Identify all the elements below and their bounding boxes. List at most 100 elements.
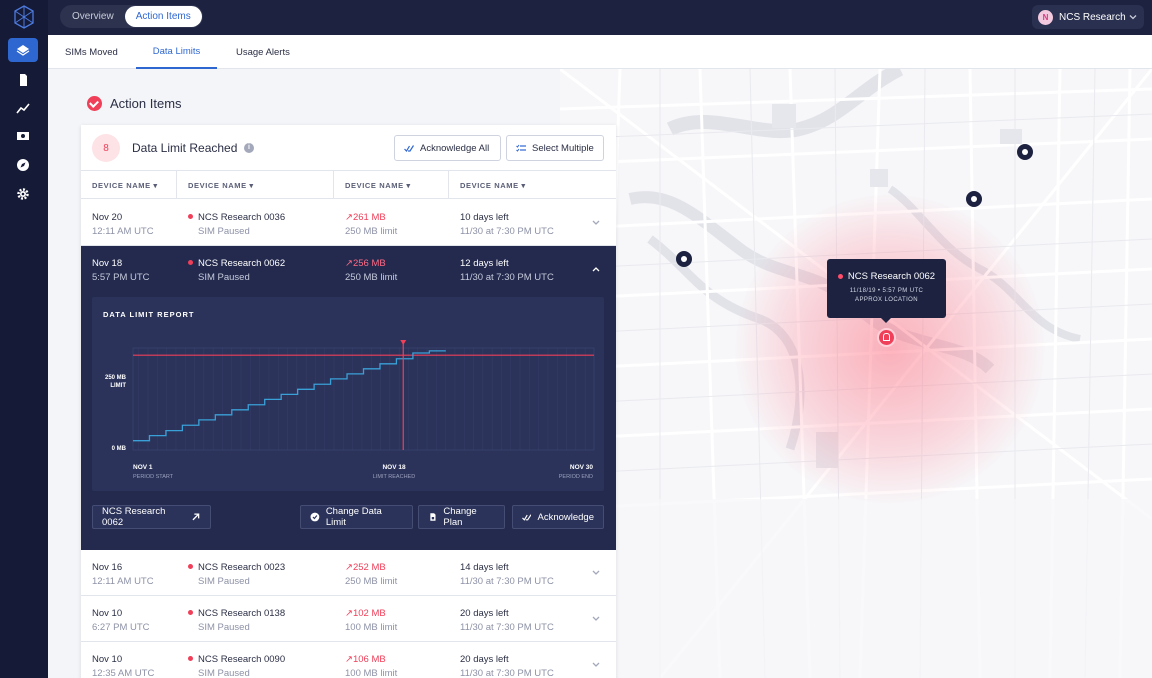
chevron-down-icon[interactable] [591,615,601,623]
x-tick-label: NOV 30 [570,464,594,471]
acknowledge-all-button[interactable]: Acknowledge All [394,135,501,161]
page-header: Action Items [87,96,182,111]
change-plan-button[interactable]: Change Plan [418,505,505,529]
row-date: Nov 10 [92,654,123,665]
sidebar-item-settings[interactable] [8,182,38,206]
row-limit: 100 MB limit [345,622,398,633]
row-until: 11/30 at 7:30 PM UTC [460,668,554,678]
location-tooltip: NCS Research 0062 11/18/19 • 5:57 PM UTC… [827,259,946,323]
row-date-cell: Nov 18 5:57 PM UTC [92,257,150,285]
table-row[interactable]: Nov 10 12:35 AM UTC NCS Research 0090 SIM … [81,642,616,678]
chevron-down-icon[interactable] [591,661,601,669]
tab-overview[interactable]: Overview [72,11,114,22]
device-link-button[interactable]: NCS Research 0062 [92,505,211,529]
table-row[interactable]: Nov 16 12:11 AM UTC NCS Research 0023 SIM … [81,550,616,596]
row-device: NCS Research 0036 [198,212,286,223]
info-icon[interactable]: i [244,143,254,153]
panel-header: 8 Data Limit Reached i Acknowledge All S… [81,125,616,171]
alert-dot [188,260,193,265]
check-circle-icon [310,512,320,522]
column-header[interactable]: DEVICE NAME ▾ [460,181,526,190]
row-days-left: 10 days left [460,212,509,223]
chevron-down-icon[interactable] [591,569,601,577]
sidebar-item-billing[interactable] [8,124,38,148]
avatar: N [1038,9,1053,25]
x-tick-label: NOV 18 [382,464,406,471]
select-multiple-button[interactable]: Select Multiple [506,135,604,161]
chevron-down-icon[interactable] [591,219,601,227]
row-time: 5:57 PM UTC [92,272,150,283]
column-header[interactable]: DEVICE NAME ▾ [92,181,158,190]
sidebar-item-usage[interactable] [8,96,38,120]
change-data-limit-label: Change Data Limit [325,506,382,528]
device-link-label: NCS Research 0062 [102,506,166,528]
row-days-left: 12 days left [460,258,509,269]
table-row-expanded[interactable]: Nov 18 5:57 PM UTC NCS Research 0062 SIM P… [81,246,616,292]
acknowledge-button[interactable]: Acknowledge [512,505,604,529]
account-switcher[interactable]: N NCS Research [1032,5,1144,29]
row-date: Nov 10 [92,608,123,619]
change-data-limit-button[interactable]: Change Data Limit [300,505,413,529]
subtab-sims-moved[interactable]: SIMs Moved [65,46,118,58]
usage-chart: 250 MB LIMIT 0 MB NOV 1 PERIOD START NOV… [105,340,595,480]
tooltip-device-name: NCS Research 0062 [847,271,936,282]
row-limit: 250 MB limit [345,576,398,587]
y-tick-label: LIMIT [110,383,126,389]
row-status: SIM Paused [198,668,250,678]
column-header[interactable]: DEVICE NAME ▾ [188,181,254,190]
map-pin[interactable] [966,191,982,207]
row-date: Nov 16 [92,562,123,573]
sidebar-item-sims[interactable] [8,68,38,92]
row-date: Nov 18 [92,258,123,269]
y-tick-label: 250 MB [105,375,127,381]
count-badge: 8 [92,134,120,162]
panel-title: Data Limit Reached [132,141,238,155]
usage-trend-icon: ↗ [345,608,353,619]
column-header[interactable]: DEVICE NAME ▾ [345,181,411,190]
row-days-left: 20 days left [460,608,509,619]
row-device: NCS Research 0138 [198,608,286,619]
sim-card-icon [20,74,27,86]
data-limit-panel: 8 Data Limit Reached i Acknowledge All S… [81,125,616,678]
row-limit: 250 MB limit [345,226,398,237]
change-plan-label: Change Plan [443,506,477,528]
sim-card-icon [430,513,436,521]
table-row[interactable]: Nov 10 6:27 PM UTC NCS Research 0138 SIM P… [81,596,616,642]
usage-trend-icon: ↗ [345,654,353,665]
usage-trend-icon: ↗ [345,258,353,269]
acknowledge-all-label: Acknowledge All [420,142,490,154]
row-time: 12:35 AM UTC [92,668,155,678]
tooltip-timestamp: 11/18/19 • 5:57 PM UTC [849,288,924,294]
subtab-data-limits[interactable]: Data Limits [136,35,217,69]
row-device-cell: NCS Research 0090 SIM Paused [188,653,285,678]
row-usage: 102 MB [352,608,386,619]
chevron-down-icon [1129,15,1137,20]
chevron-up-icon[interactable] [591,265,601,273]
map-view[interactable]: NCS Research 0062 11/18/19 • 5:57 PM UTC… [560,69,1152,678]
sidebar-item-action-items[interactable] [8,38,38,62]
column-divider [333,171,334,198]
map-pin[interactable] [1017,144,1033,160]
row-status: SIM Paused [198,576,250,587]
row-date-cell: Nov 16 12:11 AM UTC [92,561,154,589]
alert-dot [837,274,843,279]
sidebar-item-explore[interactable] [8,153,38,177]
row-time-left-cell: 12 days left 11/30 at 7:30 PM UTC [460,257,554,285]
alert-dot [188,214,193,219]
tab-action-items[interactable]: Action Items [124,6,202,27]
hexagon-logo-icon[interactable] [13,5,35,29]
row-time: 12:11 AM UTC [92,226,154,237]
row-time-left-cell: 14 days left 11/30 at 7:30 PM UTC [460,561,554,589]
lock-location-marker-icon[interactable] [877,328,896,347]
column-divider [176,171,177,198]
billing-icon [17,132,29,140]
table-row[interactable]: Nov 20 12:11 AM UTC NCS Research 0036 SIM … [81,200,616,246]
subtab-usage-alerts[interactable]: Usage Alerts [236,46,290,58]
row-until: 11/30 at 7:30 PM UTC [460,622,554,633]
x-tick-sublabel: LIMIT REACHED [373,474,415,480]
row-date-cell: Nov 20 12:11 AM UTC [92,211,154,239]
map-pin[interactable] [676,251,692,267]
y-tick-label: 0 MB [112,446,127,452]
check-double-icon [522,514,532,521]
alert-dot [188,656,193,661]
